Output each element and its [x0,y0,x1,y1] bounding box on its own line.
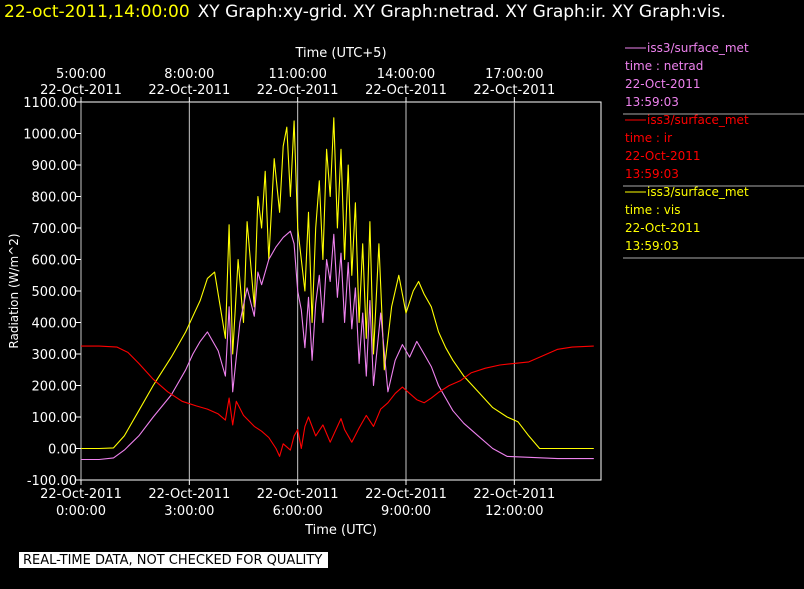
series-line-1 [81,230,594,461]
y-tick-label: 400.00 [32,317,78,332]
y-axis-label: Radiation (W/m^2) [7,233,21,348]
legend-ir-source: iss3/surface_met [647,113,749,127]
x-tick-date: 22-Oct-2011 [40,487,122,502]
x-tick-time: 6:00:00 [273,504,323,519]
y-tick-label: -100.00 [27,474,77,489]
x2-tick-time: 17:00:00 [485,67,543,82]
x-tick-time: 0:00:00 [56,504,106,519]
x-tick-date: 22-Oct-2011 [257,487,339,502]
y-tick-label: 600.00 [32,254,78,269]
x-tick-date: 22-Oct-2011 [365,487,447,502]
x-axis-top: 5:00:0022-Oct-20118:00:0022-Oct-201111:0… [40,67,555,102]
legend-netrad-source: iss3/surface_met [647,41,749,55]
x-axis-label: Time (UTC) [304,523,377,538]
header-graph-list: XY Graph:xy-grid. XY Graph:netrad. XY Gr… [197,2,726,22]
x-tick-time: 3:00:00 [164,504,214,519]
header-timestamp: 22-oct-2011,14:00:00 [4,2,190,22]
x-tick-date: 22-Oct-2011 [473,487,555,502]
legend-vis-date: 22-Oct-2011 [625,221,701,235]
legend-vis-variable: time : vis [625,203,680,217]
y-tick-label: 100.00 [32,411,78,426]
x2-tick-date: 22-Oct-2011 [148,83,230,98]
legend-ir-date: 22-Oct-2011 [625,149,701,163]
x-tick-time: 12:00:00 [485,504,543,519]
y-tick-label: 800.00 [32,191,78,206]
x-axis-bottom: 22-Oct-2011 0:00:00 22-Oct-2011 3:00:00 22-O… [40,480,555,519]
legend-ir-time: 13:59:03 [625,167,679,181]
x2-tick-time: 11:00:00 [268,67,326,82]
y-tick-label: 700.00 [32,222,78,237]
quality-warning: REAL-TIME DATA, NOT CHECKED FOR QUALITY [19,552,329,568]
series-line-0 [81,117,594,450]
legend-netrad-time: 13:59:03 [625,95,679,109]
y-tick-label: 300.00 [32,348,78,363]
series-layer [81,117,594,461]
x2-tick-time: 14:00:00 [377,67,435,82]
x2-tick-time: 8:00:00 [164,67,214,82]
y-axis: -100.00 0.00 100.00 200.00 300.00 400.00 500.0… [23,96,81,489]
graph-header: 22-oct-2011,14:00:00 XY Graph:xy-grid. XY… [4,2,726,22]
legend-netrad-variable: time : netrad [625,59,703,73]
x2-tick-date: 22-Oct-2011 [365,83,447,98]
legend-vis-time: 13:59:03 [625,239,679,253]
legend-vis-source: iss3/surface_met [647,185,749,199]
y-tick-label: 0.00 [48,443,77,458]
x-tick-time: 9:00:00 [381,504,431,519]
y-tick-label: 1100.00 [23,96,77,111]
x-tick-date: 22-Oct-2011 [148,487,230,502]
y-tick-label: 500.00 [32,285,78,300]
x2-tick-time: 5:00:00 [56,67,106,82]
x2-tick-date: 22-Oct-2011 [257,83,339,98]
radiation-chart: -100.00 0.00 100.00 200.00 300.00 400.00 500.0… [7,41,804,538]
y-tick-label: 1000.00 [23,128,77,143]
x2-tick-date: 22-Oct-2011 [473,83,555,98]
x2-tick-date: 22-Oct-2011 [40,83,122,98]
y-tick-label: 200.00 [32,380,78,395]
series-line-2 [81,345,594,457]
legend-ir-variable: time : ir [625,131,672,145]
x2-axis-label: Time (UTC+5) [294,46,386,61]
legend-netrad-date: 22-Oct-2011 [625,77,701,91]
y-tick-label: 900.00 [32,159,78,174]
